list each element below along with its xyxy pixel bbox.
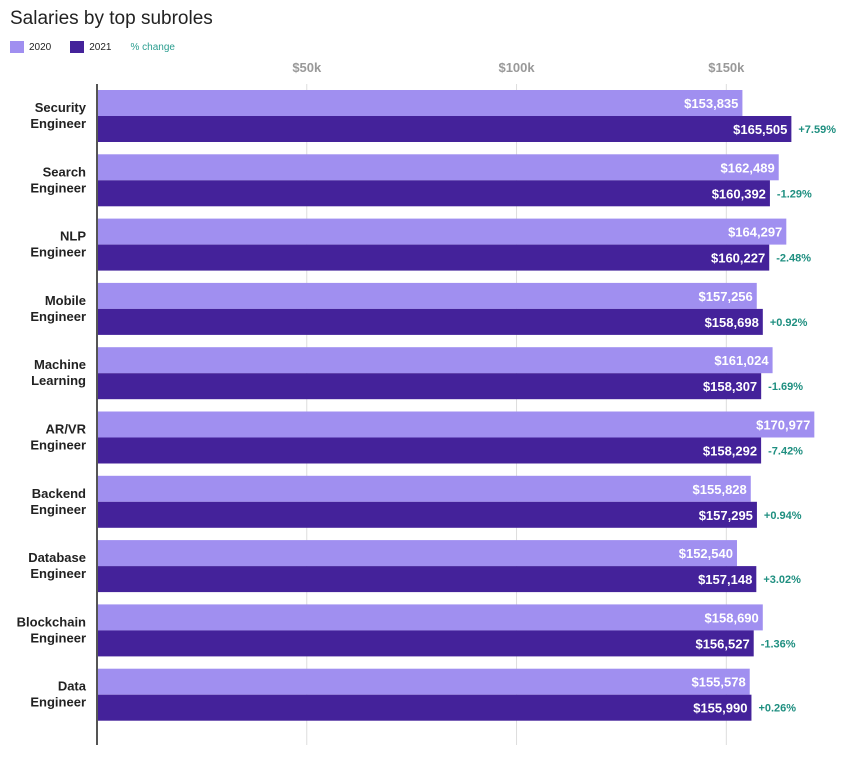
bar-label-2021: $155,990 [693, 701, 747, 716]
pct-change-label: +0.94% [764, 510, 802, 522]
category-label: Learning [31, 373, 86, 388]
bar-label-2020: $155,578 [691, 675, 745, 690]
bar-2020 [97, 347, 773, 374]
bar-label-2020: $162,489 [720, 160, 774, 175]
category-label: Engineer [30, 566, 86, 581]
bar-label-2020: $161,024 [714, 353, 769, 368]
bar-label-2020: $153,835 [684, 96, 738, 111]
bar-label-2021: $165,505 [733, 122, 787, 137]
legend-swatch-2020 [10, 41, 24, 53]
category-label: NLP [60, 229, 86, 244]
bar-2021 [97, 437, 762, 464]
bar-2021 [97, 116, 792, 142]
bar-2020 [97, 282, 757, 309]
bar-2021 [97, 630, 754, 657]
category-label: Engineer [30, 245, 86, 260]
category-label: Mobile [45, 293, 86, 308]
pct-change-label: -1.69% [768, 381, 803, 393]
pct-change-label: -1.29% [777, 188, 812, 200]
legend-item-2021: 2021 [70, 41, 112, 53]
pct-change-label: +0.92% [770, 317, 808, 329]
category-label: Search [43, 164, 86, 179]
bar-label-2020: $158,690 [705, 610, 759, 625]
bar-2021 [97, 373, 762, 400]
bar-label-2021: $156,527 [695, 636, 749, 651]
x-tick-label: $50k [292, 60, 322, 75]
bar-2021 [97, 180, 770, 207]
category-label: Engineer [30, 630, 86, 645]
bar-label-2021: $158,307 [703, 379, 757, 394]
bar-label-2021: $160,227 [711, 251, 765, 266]
bar-2020 [97, 604, 763, 631]
category-label: Data [58, 679, 87, 694]
bar-label-2020: $164,297 [728, 225, 782, 240]
pct-change-label: -7.42% [768, 446, 803, 458]
bar-label-2020: $170,977 [756, 418, 810, 433]
legend-swatch-2021 [70, 41, 85, 53]
category-label: Backend [32, 486, 86, 501]
category-label: Blockchain [17, 614, 86, 629]
category-label: Engineer [30, 116, 86, 131]
bar-2021 [97, 244, 770, 271]
category-label: Database [28, 550, 86, 565]
bar-2020 [97, 475, 751, 502]
legend-item-2020: 2020 [10, 41, 51, 53]
legend-label-2020: 2020 [29, 41, 52, 53]
bar-2021 [97, 566, 757, 593]
category-label: Engineer [30, 502, 86, 517]
legend-label-2021: 2021 [89, 41, 112, 53]
bar-2020 [97, 668, 750, 695]
x-tick-label: $150k [708, 60, 745, 75]
bar-2020 [97, 154, 779, 181]
bar-label-2020: $157,256 [699, 289, 753, 304]
pct-change-label: +7.59% [798, 124, 836, 136]
bar-2021 [97, 308, 763, 335]
legend-item-change: % change [130, 41, 175, 53]
pct-change-label: +0.26% [758, 703, 796, 715]
bar-2021 [97, 694, 752, 721]
x-tick-label: $100k [498, 60, 535, 75]
bar-2020 [97, 411, 815, 438]
bar-label-2021: $157,148 [698, 572, 752, 587]
pct-change-label: -1.36% [761, 638, 796, 650]
category-label: Machine [34, 357, 86, 372]
bar-label-2021: $158,292 [703, 444, 757, 459]
bar-2020 [97, 90, 743, 116]
pct-change-label: +3.02% [763, 574, 801, 586]
pct-change-label: -2.48% [776, 253, 811, 265]
bar-label-2021: $158,698 [705, 315, 759, 330]
category-label: Engineer [30, 309, 86, 324]
chart-title: Salaries by top subroles [10, 8, 213, 29]
category-label: Engineer [30, 438, 86, 453]
bar-2021 [97, 501, 757, 528]
category-label: Engineer [30, 180, 86, 195]
category-label: Security [35, 100, 87, 115]
bar-2020 [97, 218, 787, 245]
category-label: AR/VR [46, 422, 87, 437]
bar-label-2021: $160,392 [712, 186, 766, 201]
category-label: Engineer [30, 695, 86, 710]
legend: 2020 2021 % change [10, 41, 194, 53]
bar-label-2020: $155,828 [693, 482, 747, 497]
bar-label-2020: $152,540 [679, 546, 733, 561]
bar-label-2021: $157,295 [699, 508, 753, 523]
bar-2020 [97, 540, 737, 567]
